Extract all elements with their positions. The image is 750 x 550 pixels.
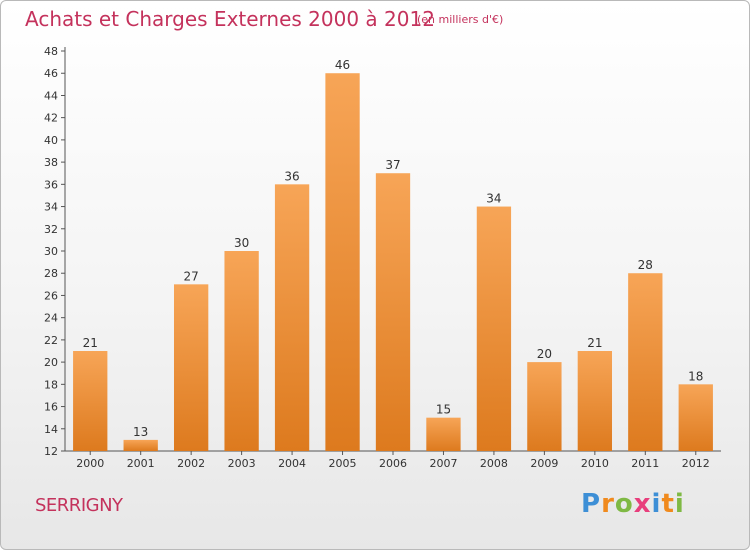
bar-2006 xyxy=(375,173,411,451)
data-label-2012: 18 xyxy=(688,369,703,383)
place-name: SERRIGNY xyxy=(35,495,123,516)
y-tick-label: 14 xyxy=(44,423,58,436)
bar-2011 xyxy=(628,273,663,451)
y-tick-label: 42 xyxy=(44,112,58,125)
chart-subtitle: (en milliers d'€) xyxy=(417,13,504,26)
x-tick-label: 2000 xyxy=(76,457,104,470)
x-tick-label: 2001 xyxy=(127,457,155,470)
x-tick-label: 2008 xyxy=(480,457,508,470)
data-label-2008: 34 xyxy=(486,192,501,206)
bar-2002 xyxy=(173,284,209,451)
bar-2010 xyxy=(577,351,613,451)
data-label-2006: 37 xyxy=(385,158,400,172)
data-label-2010: 21 xyxy=(587,336,602,350)
data-label-2009: 20 xyxy=(537,347,552,361)
x-tick-label: 2005 xyxy=(329,457,357,470)
y-tick-label: 30 xyxy=(44,245,58,258)
logo-letter: r xyxy=(601,489,615,519)
x-axis: 2000 2001 2002 2003 2004 2005 2006 2007 2008 2009… xyxy=(65,450,721,470)
x-tick-label: 2011 xyxy=(631,457,659,470)
bar-2003 xyxy=(224,251,259,451)
y-tick-label: 12 xyxy=(44,445,58,458)
bar-2004 xyxy=(274,184,310,452)
y-tick-label: 26 xyxy=(44,289,58,302)
y-tick-label: 18 xyxy=(44,378,58,391)
x-tick-label: 2007 xyxy=(429,457,457,470)
x-tick-label: 2006 xyxy=(379,457,407,470)
data-label-2003: 30 xyxy=(234,236,249,250)
logo-letter: o xyxy=(614,489,634,519)
data-label-2004: 36 xyxy=(284,169,299,183)
x-tick-label: 2009 xyxy=(530,457,558,470)
y-axis: 12 14 16 18 20 22 24 26 28 30 32 34 36 38 40 42 44 46 48 xyxy=(44,45,66,458)
y-tick-label: 32 xyxy=(44,223,58,236)
bar-2007 xyxy=(426,417,461,451)
data-labels: 21 13 27 30 36 46 37 15 34 20 21 28 18 xyxy=(83,58,704,439)
bar-2005 xyxy=(325,73,360,451)
x-tick-label: 2002 xyxy=(177,457,205,470)
data-label-2005: 46 xyxy=(335,58,350,72)
data-label-2007: 15 xyxy=(436,403,451,417)
logo-letter: i xyxy=(674,489,685,519)
y-tick-label: 44 xyxy=(44,89,58,102)
y-tick-label: 16 xyxy=(44,401,58,414)
y-tick-label: 40 xyxy=(44,134,58,147)
y-tick-label: 46 xyxy=(44,67,58,80)
y-tick-label: 34 xyxy=(44,201,58,214)
data-label-2002: 27 xyxy=(184,269,199,283)
x-tick-label: 2004 xyxy=(278,457,306,470)
bar-2012 xyxy=(678,384,713,451)
y-tick-label: 24 xyxy=(44,312,58,325)
bar-2009 xyxy=(527,362,562,451)
y-tick-label: 22 xyxy=(44,334,58,347)
x-tick-label: 2010 xyxy=(581,457,609,470)
data-label-2001: 13 xyxy=(133,425,148,439)
bar-2001 xyxy=(123,439,158,451)
logo-letter: i xyxy=(651,489,662,519)
bar-2000 xyxy=(73,351,108,451)
data-label-2000: 21 xyxy=(83,336,98,350)
logo-letter: P xyxy=(581,489,602,519)
bars xyxy=(73,73,713,452)
data-label-2011: 28 xyxy=(638,258,653,272)
y-tick-label: 38 xyxy=(44,156,58,169)
y-tick-label: 36 xyxy=(44,178,58,191)
logo-letter: t xyxy=(661,489,675,519)
y-tick-label: 20 xyxy=(44,356,58,369)
bar-2008 xyxy=(476,206,512,451)
logo-letter: x xyxy=(633,489,652,519)
x-tick-label: 2003 xyxy=(228,457,256,470)
x-tick-label: 2012 xyxy=(682,457,710,470)
y-tick-label: 48 xyxy=(44,45,58,58)
proxiti-logo[interactable]: Proxiti xyxy=(581,489,685,519)
y-tick-label: 28 xyxy=(44,267,58,280)
chart-title: Achats et Charges Externes 2000 à 2012 xyxy=(25,7,435,31)
